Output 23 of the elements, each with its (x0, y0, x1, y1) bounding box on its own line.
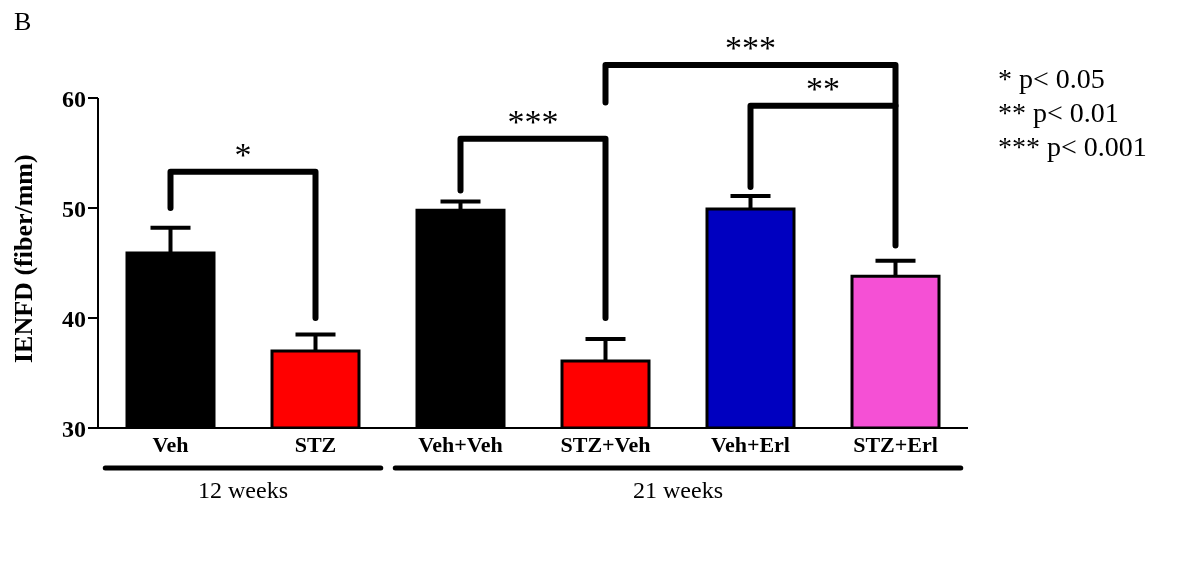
text: * p< 0.05 (998, 63, 1105, 94)
y-tick-label: 30 (62, 415, 86, 442)
x-tick-label: STZ+Erl (853, 431, 938, 457)
text: B (14, 7, 32, 36)
y-tick-label: 40 (62, 305, 86, 332)
x-tick-label: Veh+Erl (711, 431, 790, 457)
annotation: ** (806, 69, 840, 107)
bracket: ** (747, 69, 899, 191)
x-tick-label: STZ+Veh (560, 431, 651, 457)
x-tick-label: Veh+Veh (418, 431, 503, 457)
bracket: *** (457, 102, 609, 321)
bracket: * (167, 135, 319, 321)
text: ** p< 0.01 (998, 97, 1119, 128)
text: 21 weeks (633, 477, 723, 503)
text: *** p< 0.001 (998, 131, 1147, 162)
annotation: *** (507, 102, 559, 140)
y-tick-label: 50 (62, 195, 86, 222)
x-tick-label: STZ (294, 431, 337, 457)
x-tick-label: Veh (152, 431, 189, 457)
y-axis-title: IENFD (fiber/mm) (9, 154, 39, 363)
y-tick-label: 60 (62, 85, 86, 112)
text: 12 weeks (198, 477, 288, 503)
annotation: * (234, 135, 252, 173)
